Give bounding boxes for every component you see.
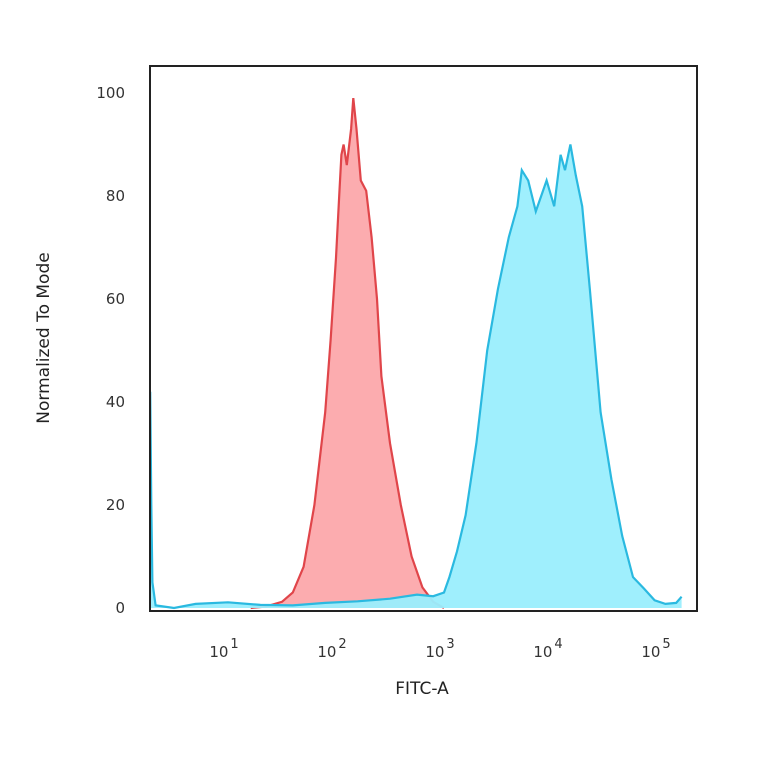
plot-frame <box>149 65 698 612</box>
y-tick-label: 40 <box>106 393 125 411</box>
x-tick-label: 10 2 <box>317 637 346 661</box>
series-line-0 <box>250 97 445 610</box>
y-tick-label: 100 <box>96 84 125 102</box>
y-tick-label: 80 <box>106 187 125 205</box>
x-axis-label: FITC-A <box>395 679 449 699</box>
y-tick-label: 60 <box>106 290 125 308</box>
series-fill-0 <box>250 98 444 608</box>
x-axis-ticks: 10 1 10 2 10 3 10 4 10 5 <box>209 637 670 661</box>
y-axis-label: Normalized To Mode <box>34 252 54 423</box>
histogram-series <box>149 97 683 610</box>
series-fill-1 <box>150 144 682 608</box>
y-axis-ticks: 0 20 40 60 80 100 <box>96 84 125 617</box>
y-tick-label: 20 <box>106 496 125 514</box>
x-tick-label: 10 4 <box>533 637 562 661</box>
y-tick-label: 0 <box>115 599 125 617</box>
x-tick-label: 10 3 <box>425 637 454 661</box>
series-line-1 <box>149 144 683 610</box>
x-tick-label: 10 5 <box>641 637 670 661</box>
x-tick-label: 10 1 <box>209 637 238 661</box>
